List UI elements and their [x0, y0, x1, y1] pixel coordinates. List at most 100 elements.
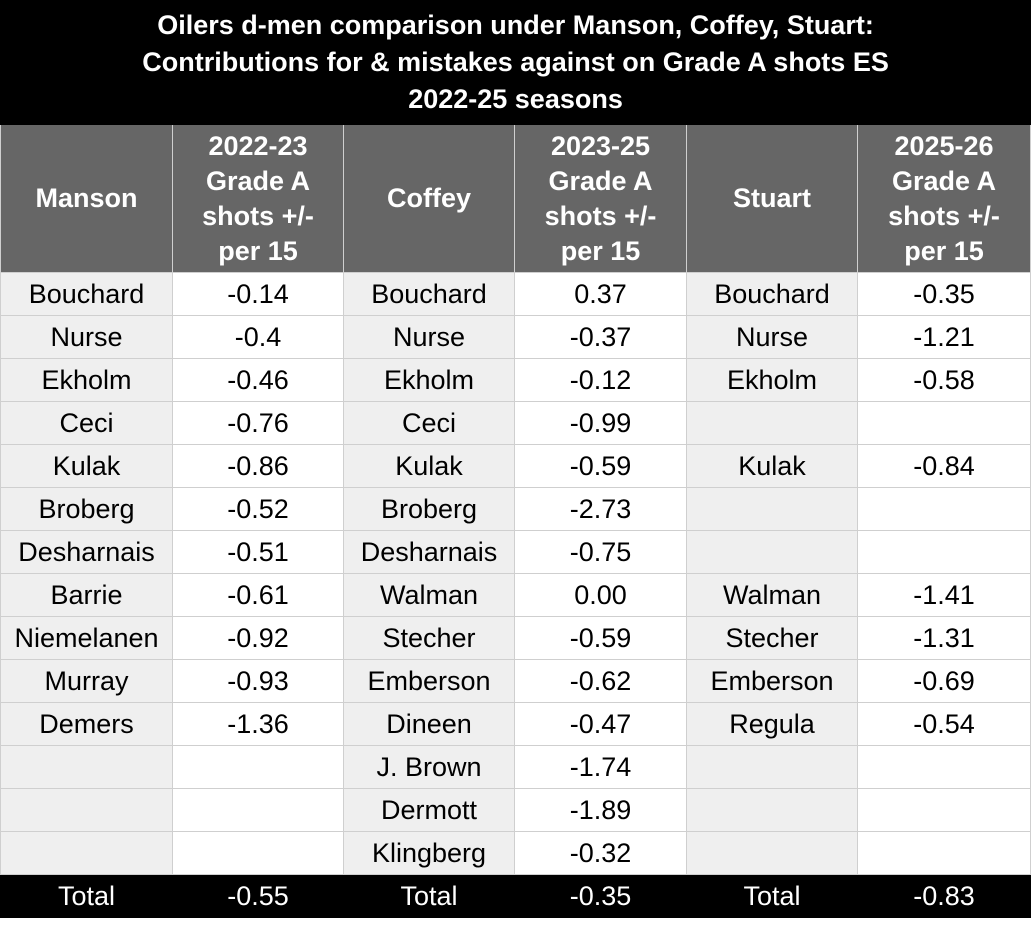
manson-value-cell: -0.93: [172, 659, 344, 703]
coffey-value-cell: -0.12: [514, 358, 687, 402]
table-row: Desharnais -0.51 Desharnais -0.75: [0, 530, 1032, 574]
table-row: J. Brown -1.74: [0, 745, 1032, 789]
table-row: Bouchard -0.14 Bouchard 0.37 Bouchard -0.35: [0, 272, 1032, 316]
manson-value-cell: -0.61: [172, 573, 344, 617]
stuart-player-cell: Bouchard: [686, 272, 858, 316]
coffey-value-cell: -0.75: [514, 530, 687, 574]
coffey-player-cell: Desharnais: [343, 530, 515, 574]
header-coffey-stat-line: per 15: [560, 235, 641, 266]
coffey-player-cell: Broberg: [343, 487, 515, 531]
header-stuart: Stuart: [686, 124, 858, 273]
coffey-value-cell: -0.59: [514, 444, 687, 488]
stuart-player-cell: Stecher: [686, 616, 858, 660]
table-row: Dermott -1.89: [0, 788, 1032, 832]
coffey-player-cell: Ceci: [343, 401, 515, 445]
stuart-value-cell: -0.54: [856, 702, 1032, 746]
table-row: Barrie -0.61 Walman 0.00 Walman -1.41: [0, 573, 1032, 617]
manson-player-cell: Desharnais: [0, 530, 173, 574]
stuart-value-cell: [856, 831, 1032, 875]
title-line-3: 2022-25 seasons: [408, 84, 623, 114]
coffey-player-cell: Emberson: [343, 659, 515, 703]
coffey-player-cell: Klingberg: [343, 831, 515, 875]
coffey-player-cell: Nurse: [343, 315, 515, 359]
manson-player-cell: Kulak: [0, 444, 173, 488]
coffey-value-cell: -0.47: [514, 702, 687, 746]
coffey-player-cell: Dermott: [343, 788, 515, 832]
header-coffey-stat-line: 2023-25: [550, 130, 651, 161]
manson-value-cell: -0.14: [172, 272, 344, 316]
stuart-player-cell: Kulak: [686, 444, 858, 488]
stuart-player-cell: [686, 788, 858, 832]
stuart-value-cell: [856, 745, 1032, 789]
stuart-total-label: Total: [686, 874, 858, 918]
manson-total-value: -0.55: [172, 874, 344, 918]
stuart-player-cell: Emberson: [686, 659, 858, 703]
header-manson-stat-line: shots +/-: [202, 200, 314, 231]
manson-total-label: Total: [0, 874, 173, 918]
stuart-player-cell: [686, 487, 858, 531]
stuart-player-cell: Regula: [686, 702, 858, 746]
header-manson-stat: 2022-23 Grade A shots +/- per 15: [172, 124, 344, 273]
header-stuart-stat-line: per 15: [904, 235, 984, 266]
stuart-total-value: -0.83: [856, 874, 1032, 918]
table-title: Oilers d-men comparison under Manson, Co…: [0, 0, 1032, 125]
stuart-value-cell: [856, 530, 1032, 574]
table-body: Bouchard -0.14 Bouchard 0.37 Bouchard -0.35 Nu…: [0, 272, 1032, 875]
coffey-value-cell: -0.99: [514, 401, 687, 445]
manson-value-cell: -0.76: [172, 401, 344, 445]
coffey-player-cell: Kulak: [343, 444, 515, 488]
table-row: Niemelanen -0.92 Stecher -0.59 Stecher -1.31: [0, 616, 1032, 660]
stuart-player-cell: Walman: [686, 573, 858, 617]
header-manson-stat-line: Grade A: [205, 165, 311, 196]
header-coffey-stat-line: Grade A: [548, 165, 653, 196]
stuart-player-cell: Nurse: [686, 315, 858, 359]
header-coffey: Coffey: [343, 124, 515, 273]
manson-value-cell: [172, 788, 344, 832]
manson-player-cell: Niemelanen: [0, 616, 173, 660]
table-row: Kulak -0.86 Kulak -0.59 Kulak -0.84: [0, 444, 1032, 488]
header-coffey-stat: 2023-25 Grade A shots +/- per 15: [514, 124, 687, 273]
stuart-value-cell: [856, 401, 1032, 445]
title-line-1: Oilers d-men comparison under Manson, Co…: [157, 10, 874, 40]
header-manson-stat-line: per 15: [218, 235, 298, 266]
table-row: Klingberg -0.32: [0, 831, 1032, 875]
table-row: Ceci -0.76 Ceci -0.99: [0, 401, 1032, 445]
stuart-player-cell: [686, 831, 858, 875]
header-stuart-stat-line: Grade A: [892, 165, 997, 196]
coffey-total-label: Total: [343, 874, 515, 918]
header-manson-stat-line: 2022-23: [208, 130, 308, 161]
totals-row: Total -0.55 Total -0.35 Total -0.83: [0, 874, 1032, 918]
stuart-value-cell: -1.21: [856, 315, 1032, 359]
header-manson: Manson: [0, 124, 173, 273]
coffey-value-cell: -1.74: [514, 745, 687, 789]
stuart-value-cell: -0.69: [856, 659, 1032, 703]
stuart-value-cell: -1.41: [856, 573, 1032, 617]
manson-player-cell: Broberg: [0, 487, 173, 531]
manson-value-cell: -0.46: [172, 358, 344, 402]
stuart-value-cell: -0.35: [856, 272, 1032, 316]
manson-player-cell: Ceci: [0, 401, 173, 445]
stuart-value-cell: [856, 788, 1032, 832]
manson-value-cell: -0.4: [172, 315, 344, 359]
coffey-value-cell: -0.37: [514, 315, 687, 359]
coffey-player-cell: Stecher: [343, 616, 515, 660]
manson-value-cell: [172, 831, 344, 875]
stuart-player-cell: [686, 401, 858, 445]
manson-value-cell: -0.92: [172, 616, 344, 660]
coffey-player-cell: Ekholm: [343, 358, 515, 402]
header-stuart-stat: 2025-26 Grade A shots +/- per 15: [856, 124, 1032, 273]
manson-value-cell: -0.86: [172, 444, 344, 488]
manson-player-cell: Bouchard: [0, 272, 173, 316]
header-stuart-stat-line: shots +/-: [888, 200, 1000, 231]
table-row: Nurse -0.4 Nurse -0.37 Nurse -1.21: [0, 315, 1032, 359]
title-line-2: Contributions for & mistakes against on …: [142, 47, 889, 77]
coffey-value-cell: -0.62: [514, 659, 687, 703]
coffey-value-cell: -2.73: [514, 487, 687, 531]
coffey-value-cell: -0.59: [514, 616, 687, 660]
manson-value-cell: -0.52: [172, 487, 344, 531]
header-stuart-stat-line: 2025-26: [894, 130, 994, 161]
table-row: Ekholm -0.46 Ekholm -0.12 Ekholm -0.58: [0, 358, 1032, 402]
coffey-value-cell: 0.37: [514, 272, 687, 316]
coffey-player-cell: J. Brown: [343, 745, 515, 789]
